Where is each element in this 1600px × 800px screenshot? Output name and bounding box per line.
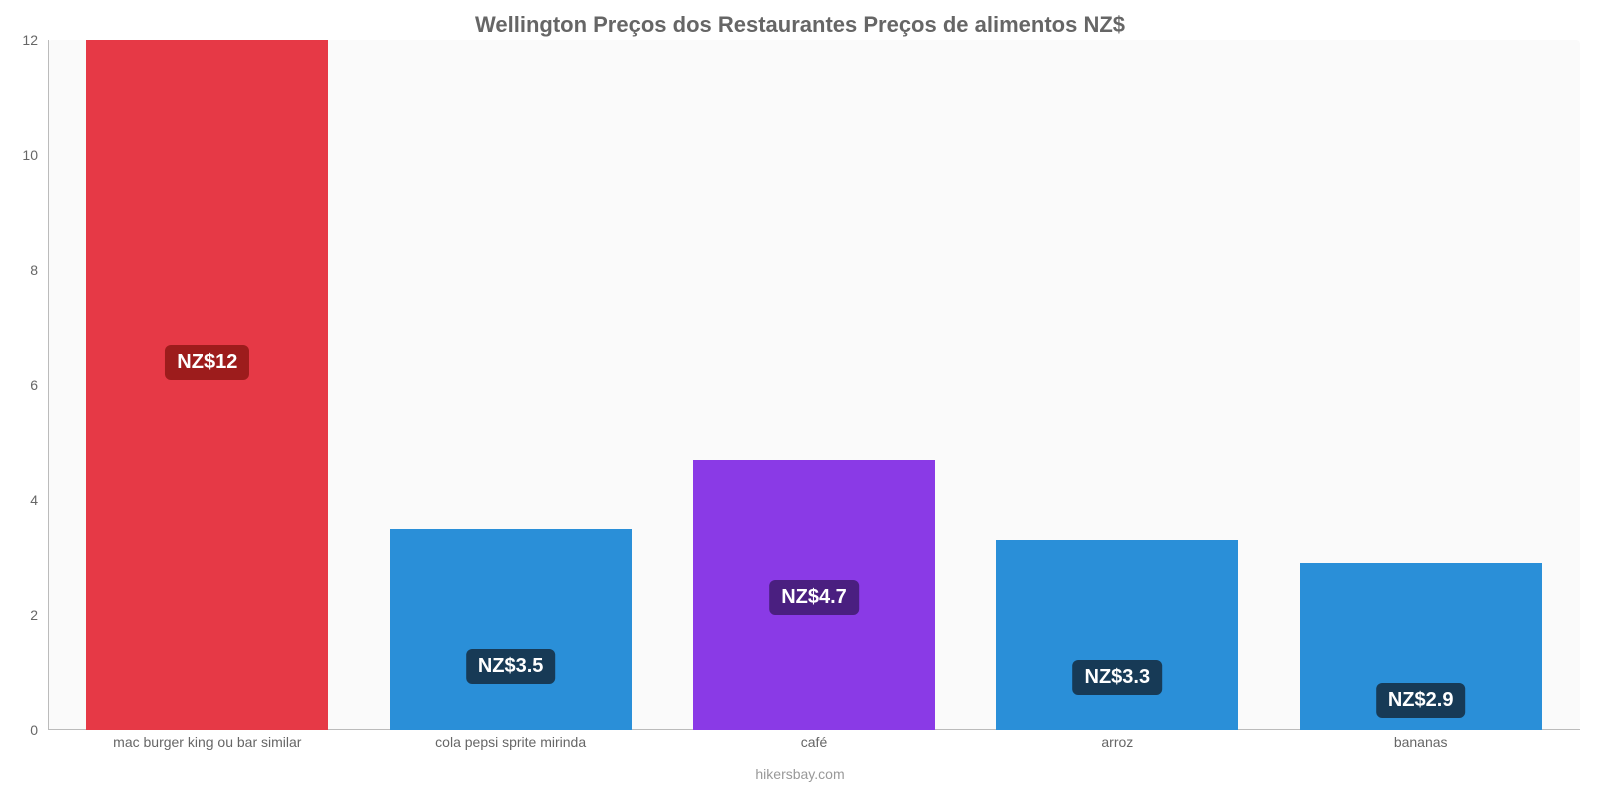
plot-area-wrap: NZ$12 NZ$3.5 NZ$4.7 NZ$3.3 NZ$2.9: [48, 40, 1580, 730]
x-tick-label: café: [801, 734, 827, 750]
y-tick-label: 0: [30, 722, 38, 738]
y-tick-label: 8: [30, 262, 38, 278]
y-tick-label: 2: [30, 607, 38, 623]
attribution-text: hikersbay.com: [0, 766, 1600, 782]
y-axis: 024681012: [0, 40, 44, 730]
bar: NZ$2.9: [1300, 563, 1542, 730]
y-tick-label: 4: [30, 492, 38, 508]
x-tick-label: mac burger king ou bar similar: [113, 734, 301, 750]
bars-layer: NZ$12 NZ$3.5 NZ$4.7 NZ$3.3 NZ$2.9: [48, 40, 1580, 730]
bar: NZ$3.5: [390, 529, 632, 730]
bar: NZ$3.3: [996, 540, 1238, 730]
y-tick-label: 10: [22, 147, 38, 163]
bar-value-label: NZ$4.7: [769, 580, 859, 615]
bar-value-label: NZ$2.9: [1376, 683, 1466, 718]
bar-value-label: NZ$12: [165, 345, 249, 380]
bar: NZ$12: [86, 40, 328, 730]
y-tick-label: 6: [30, 377, 38, 393]
y-tick-label: 12: [22, 32, 38, 48]
x-axis-labels: mac burger king ou bar similar cola pepsi…: [48, 734, 1580, 754]
bar-value-label: NZ$3.3: [1073, 660, 1163, 695]
bar: NZ$4.7: [693, 460, 935, 730]
x-tick-label: bananas: [1394, 734, 1448, 750]
x-tick-label: cola pepsi sprite mirinda: [435, 734, 586, 750]
x-tick-label: arroz: [1101, 734, 1133, 750]
bar-value-label: NZ$3.5: [466, 649, 556, 684]
chart-title: Wellington Preços dos Restaurantes Preço…: [0, 0, 1600, 38]
chart-container: Wellington Preços dos Restaurantes Preço…: [0, 0, 1600, 800]
